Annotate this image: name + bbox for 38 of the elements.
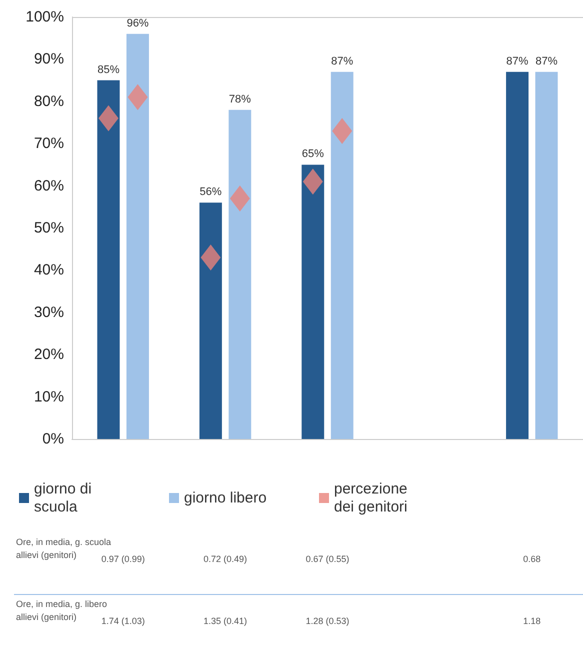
bar [97,80,120,439]
y-tick-label: 10% [34,388,64,406]
text: 0.72 (0.49) [204,554,248,564]
y-tick-label: 100% [26,8,64,26]
legend-label: giorno di scuola [34,480,96,516]
text: 1.18 [523,616,541,626]
y-tick-label: 20% [34,346,64,364]
text: 1.35 (0.41) [204,616,248,626]
text: 0.97 (0.99) [101,554,145,564]
y-tick-label: 70% [34,135,64,152]
y-tick-label: 60% [34,177,64,194]
text: 0.68 [523,554,541,564]
data-label: 87% [331,55,354,68]
text: 0.67 (0.55) [306,554,350,564]
y-tick-label: 40% [34,262,64,279]
y-tick-label: 80% [34,92,64,110]
bar [330,72,354,439]
data-label: 56% [200,186,222,198]
data-label: 87% [536,55,558,68]
text: 1.28 (0.53) [306,616,350,626]
y-tick-label: 50% [34,220,64,236]
text: 1.74 (1.03) [101,616,145,626]
y-tick-label: 30% [34,304,64,321]
data-label: 65% [302,148,324,160]
y-tick-label: 0% [42,430,64,448]
data-label: 96% [126,17,149,30]
bar [126,34,149,439]
y-tick-label: 90% [34,50,64,68]
data-label: 85% [97,64,120,76]
bar [199,202,222,439]
bar [302,164,324,439]
legend-label: percezione dei genitori [334,480,412,516]
data-label: 87% [506,55,529,68]
bar [535,72,558,439]
bar [228,110,252,439]
data-label: 78% [228,93,252,106]
bar [506,72,529,439]
legend-label: giorno libero [184,490,267,506]
